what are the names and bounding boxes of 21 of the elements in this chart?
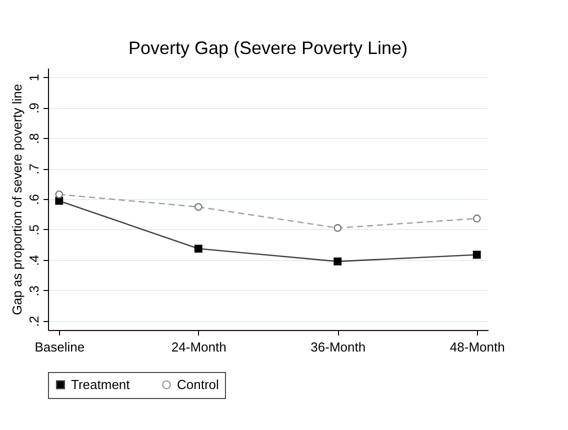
- y-tick-label: .2: [26, 316, 42, 327]
- chart-title: Poverty Gap (Severe Poverty Line): [128, 38, 408, 58]
- legend-label: Treatment: [71, 376, 130, 392]
- x-tick-label: Baseline: [34, 340, 85, 354]
- point: [55, 190, 64, 198]
- y-tick-label: .9: [26, 102, 42, 114]
- y-tick-label: .3: [26, 285, 42, 296]
- y-tick-label: .8: [26, 133, 42, 144]
- point: [334, 224, 342, 232]
- y-tick-label: .4: [26, 255, 42, 266]
- y-tick-label: .5: [26, 224, 42, 236]
- x-tick-label: 24-Month: [171, 340, 226, 354]
- y-tick-label: .7: [26, 164, 42, 174]
- y-tick-label: .6: [26, 194, 42, 205]
- y-axis-title: Gap as proportion of severe poverty line: [10, 84, 24, 316]
- legend-label: Control: [177, 376, 220, 392]
- y-tick-label: 1: [26, 74, 42, 82]
- point: [472, 214, 481, 222]
- x-tick-label: 36-Month: [310, 340, 366, 354]
- point: [194, 202, 202, 211]
- x-tick-label: 48-Month: [450, 340, 505, 354]
